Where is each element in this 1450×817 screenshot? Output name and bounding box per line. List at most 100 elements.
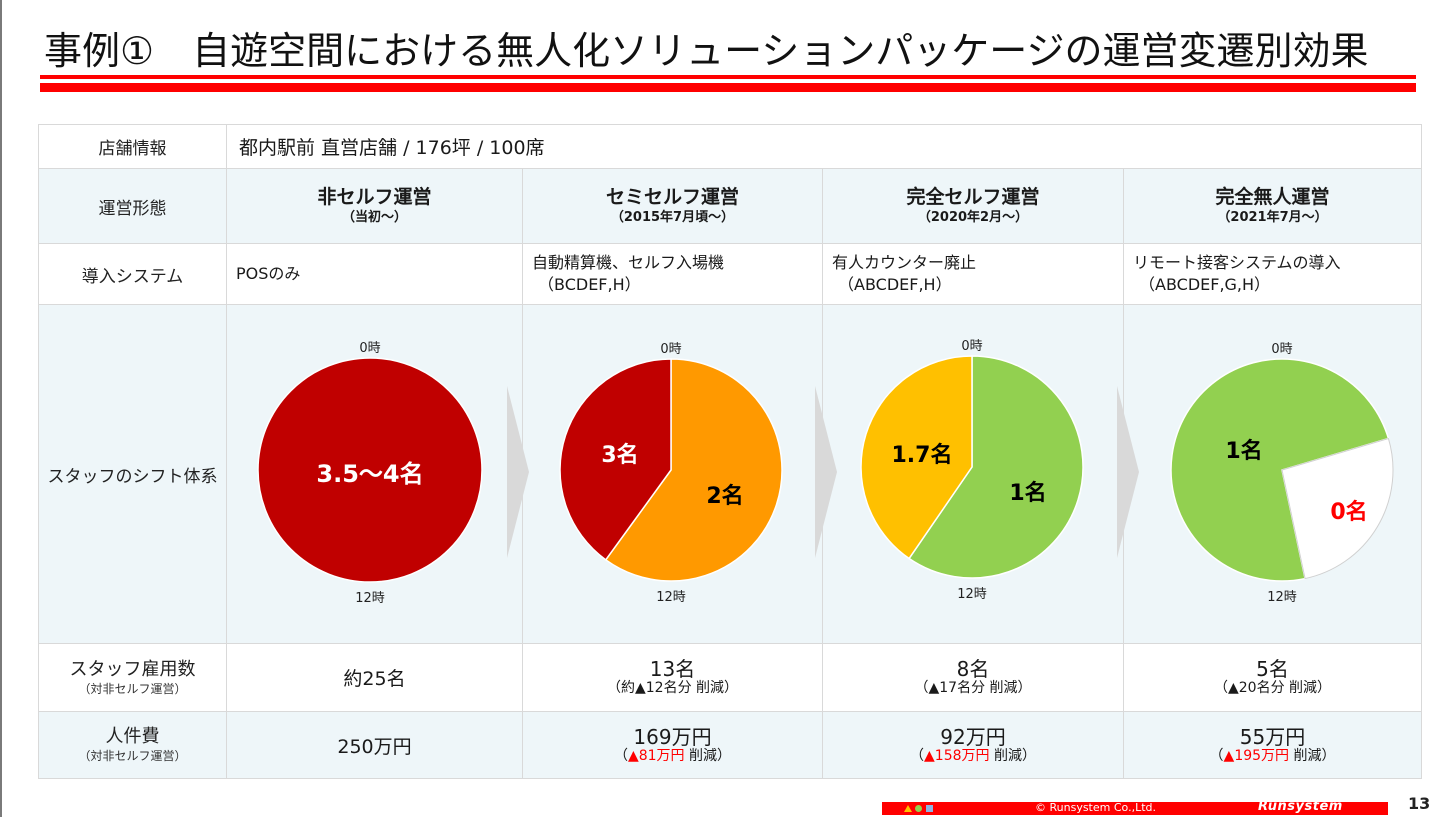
mode-name: 完全無人運営: [1215, 186, 1330, 208]
logo-square-icon: [926, 805, 933, 812]
mode-cell: 完全無人運営 （2021年7月～）: [1122, 168, 1423, 244]
progression-arrow-icon: [507, 386, 529, 558]
staff-count-value: 13名: [649, 657, 696, 681]
mode-period: （当初～）: [341, 210, 407, 225]
row-label-systems: 導入システム: [38, 243, 227, 305]
reduction-amount: ▲195万円: [1223, 747, 1290, 764]
pie-slice-label: 3.5～4名: [316, 460, 423, 488]
row-staff-count: スタッフ雇用数 （対非セルフ運営） 約25名 13名 （約▲12名分 削減） 8…: [38, 643, 1423, 712]
footer-logo: Runsystem: [1258, 799, 1343, 814]
clock-label-bottom: 12時: [656, 590, 686, 605]
staff-count-cell: 8名 （▲17名分 削減）: [822, 643, 1124, 712]
page-number: 13: [1408, 794, 1431, 813]
mode-name: セミセルフ運営: [605, 186, 739, 208]
system-text: POSのみ: [236, 264, 301, 283]
footer-bar: [882, 802, 1388, 815]
labor-cost-note: （▲81万円 削減）: [523, 748, 822, 765]
note-close: 削減）: [684, 747, 732, 764]
pie-chart: 2名 3名 0時 12時: [559, 342, 783, 605]
pie-slice: [604, 358, 783, 582]
logo-circle-icon: [915, 805, 922, 812]
system-text: 自動精算機、セルフ入場機: [532, 253, 725, 272]
row-label-shift: スタッフのシフト体系: [38, 304, 227, 644]
pie-slice: [257, 357, 483, 583]
labor-cost-cell: 169万円 （▲81万円 削減）: [522, 711, 823, 779]
labor-cost-value: 250万円: [337, 735, 412, 758]
clock-label-top: 0時: [1271, 342, 1292, 357]
system-code: （ABCDEF,G,H）: [1139, 275, 1271, 294]
pie-slice: [860, 355, 973, 560]
mode-period: （2021年7月～）: [1217, 210, 1328, 225]
pie-slice-label: 0名: [1330, 499, 1367, 525]
pie-slice-label: 1名: [1225, 438, 1262, 464]
system-code: （ABCDEF,H）: [838, 275, 952, 294]
labor-cost-note: （▲195万円 削減）: [1124, 748, 1421, 765]
pie-slice: [908, 355, 1084, 579]
pie-slice: [1281, 437, 1394, 580]
row-label-staff-count: スタッフ雇用数 （対非セルフ運営）: [38, 643, 227, 712]
mode-period: （2015年7月頃～）: [610, 210, 735, 225]
labor-cost-cell: 92万円 （▲158万円 削減）: [822, 711, 1124, 779]
system-text: リモート接客システムの導入: [1133, 253, 1341, 272]
labor-cost-sublabel: （対非セルフ運営）: [78, 749, 187, 763]
labor-cost-cell: 250万円: [226, 711, 523, 779]
note-close: 削減）: [989, 747, 1036, 764]
note-close: 削減）: [1289, 747, 1336, 764]
staff-count-sublabel: （対非セルフ運営）: [78, 681, 187, 696]
mode-period: （2020年2月～）: [917, 210, 1029, 225]
staff-count-cell: 5名 （▲20名分 削減）: [1122, 643, 1423, 712]
labor-cost-value: 55万円: [1239, 724, 1306, 749]
row-label-labor-cost: 人件費 （対非セルフ運営）: [38, 711, 227, 779]
slide-left-edge: [0, 0, 2, 817]
pie-slice-label: 3名: [601, 442, 638, 468]
pie-slice: [1170, 358, 1390, 582]
footer-copyright: © Runsystem Co.,Ltd.: [1035, 801, 1156, 814]
note-open: （: [910, 747, 925, 764]
slide-title: 事例① 自遊空間における無人化ソリューションパッケージの運営変遷別効果: [44, 29, 1369, 73]
system-cell: 有人カウンター廃止 （ABCDEF,H）: [822, 243, 1124, 305]
pie-slice-label: 1名: [1009, 480, 1046, 506]
system-code: （BCDEF,H）: [538, 275, 641, 294]
note-open: （: [613, 747, 628, 764]
staff-count-note: （▲17名分 削減）: [914, 680, 1032, 696]
labor-cost-value: 169万円: [633, 724, 712, 749]
title-underline-thick: [40, 83, 1416, 92]
staff-count-value: 5名: [1256, 657, 1289, 681]
staff-count-note: （約▲12名分 削減）: [606, 680, 739, 696]
labor-cost-value: 92万円: [940, 724, 1006, 749]
logo-triangle-icon: [904, 805, 912, 812]
system-cell: POSのみ: [226, 243, 523, 305]
progression-arrow-icon: [1117, 386, 1139, 558]
labor-cost-cell: 55万円 （▲195万円 削減）: [1122, 711, 1423, 779]
labor-cost-note: （▲158万円 削減）: [823, 748, 1123, 765]
staff-count-label: スタッフ雇用数: [69, 658, 196, 680]
reduction-amount: ▲158万円: [924, 747, 990, 764]
clock-label-top: 0時: [359, 341, 380, 356]
pie-chart: 1名 1.7名 0時 12時: [860, 339, 1084, 602]
system-text: 有人カウンター廃止: [832, 253, 977, 272]
staff-count-note: （▲20名分 削減）: [1214, 680, 1332, 696]
row-labor-cost: 人件費 （対非セルフ運営） 250万円 169万円 （▲81万円 削減） 92万…: [38, 711, 1423, 779]
reduction-amount: ▲81万円: [627, 747, 685, 764]
mode-cell: セミセルフ運営 （2015年7月頃～）: [522, 168, 823, 244]
mode-cell: 完全セルフ運営 （2020年2月～）: [822, 168, 1124, 244]
pie-slice-label: 1.7名: [892, 442, 953, 468]
clock-label-bottom: 12時: [1267, 590, 1297, 605]
pie-chart: 1名 0名 0時 12時: [1170, 342, 1394, 605]
note-open: （: [1209, 747, 1224, 764]
pie-chart: 3.5～4名 0時 12時: [257, 341, 483, 606]
title-underline-thin: [40, 75, 1416, 79]
mode-name: 非セルフ運営: [317, 186, 432, 208]
clock-label-bottom: 12時: [957, 587, 987, 602]
progression-arrow-icon: [815, 386, 837, 558]
clock-label-top: 0時: [660, 342, 681, 357]
clock-label-top: 0時: [961, 339, 982, 354]
labor-cost-label: 人件費: [105, 726, 160, 747]
row-label-store-info: 店舗情報: [38, 124, 227, 169]
system-cell: リモート接客システムの導入 （ABCDEF,G,H）: [1122, 243, 1423, 305]
pie-slice: [559, 358, 672, 561]
pie-slice-label: 2名: [706, 483, 743, 509]
clock-label-bottom: 12時: [355, 591, 385, 606]
mode-name: 完全セルフ運営: [906, 186, 1040, 208]
